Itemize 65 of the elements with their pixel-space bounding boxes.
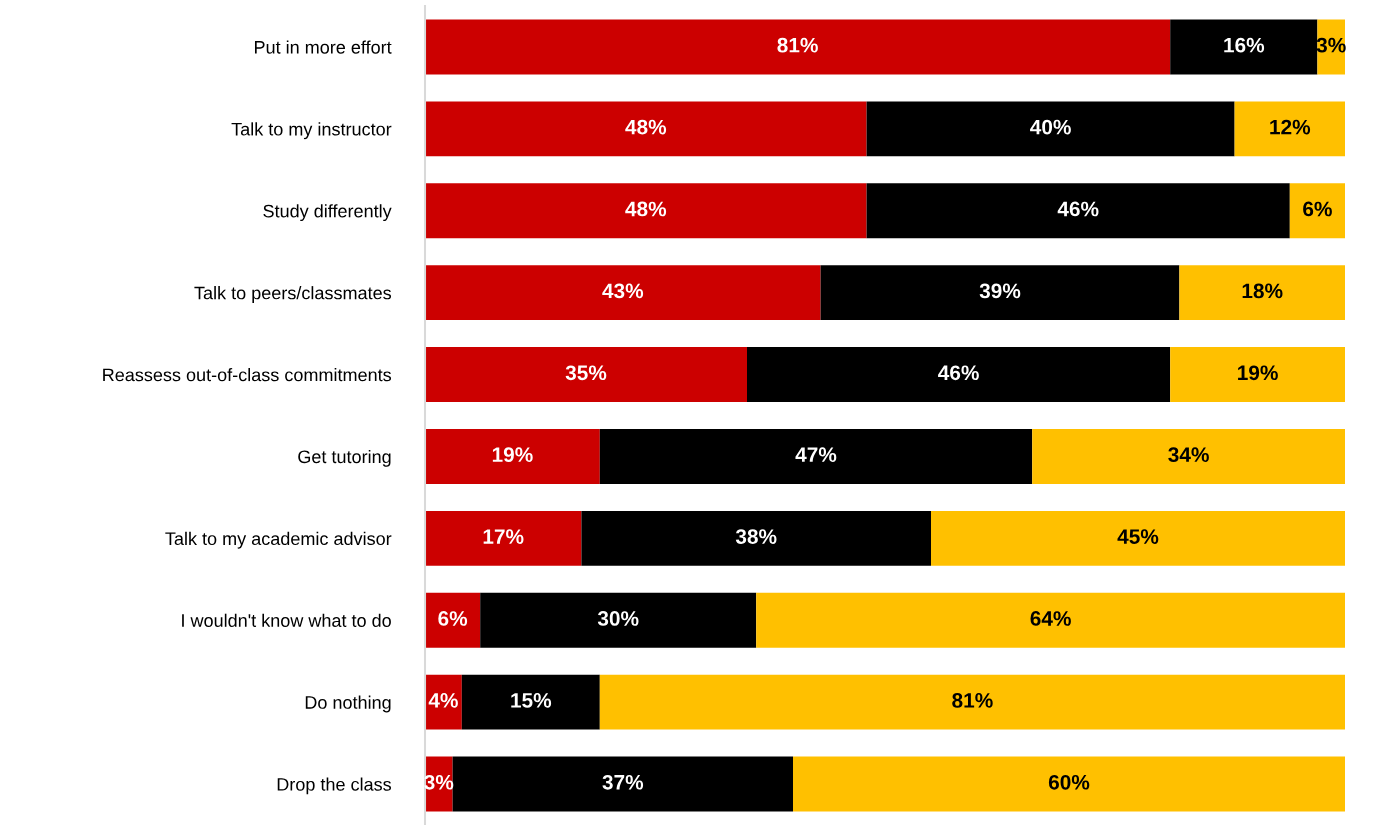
data-label: 46% [1057, 201, 1099, 217]
bar [793, 756, 1345, 812]
data-label: 30% [597, 611, 639, 626]
data-label: 34% [1168, 447, 1209, 463]
bar [452, 756, 793, 812]
data-label: 48% [625, 119, 667, 135]
bar [425, 592, 481, 648]
bar [756, 592, 1345, 648]
bar [1170, 19, 1318, 75]
y-tick-label: Reassess out-of-class commitments [103, 368, 392, 382]
bar [866, 101, 1235, 157]
data-label: 43% [602, 283, 644, 299]
bar [425, 347, 747, 402]
data-label: 45% [1117, 529, 1159, 544]
data-label: 15% [511, 693, 552, 708]
bar [1289, 183, 1345, 239]
data-label: 81% [777, 37, 818, 53]
bar [1170, 347, 1345, 402]
data-label: 6% [1303, 201, 1332, 217]
bar [425, 183, 867, 239]
bar [931, 510, 1345, 566]
y-tick-label: Study differently [263, 204, 392, 222]
bar [747, 347, 1171, 402]
bar [820, 265, 1180, 321]
bar [480, 592, 757, 648]
data-label: 17% [483, 529, 524, 544]
y-tick-label: Talk to my academic advisor [165, 531, 392, 549]
bar [425, 265, 821, 321]
bar [866, 183, 1290, 239]
data-label: 40% [1030, 119, 1071, 135]
data-label: 16% [1224, 37, 1265, 53]
bar [425, 101, 867, 157]
bar [425, 510, 582, 566]
bar [1179, 265, 1345, 321]
bar [599, 429, 1033, 484]
data-label: 60% [1048, 774, 1090, 790]
data-label: 64% [1030, 611, 1071, 626]
data-label: 48% [625, 201, 667, 217]
bar [425, 429, 600, 484]
data-label: 39% [979, 283, 1021, 299]
y-tick-label: I wouldn't know what to do [182, 613, 391, 627]
data-label: 6% [438, 611, 468, 626]
bar [425, 19, 1171, 75]
bar [581, 510, 931, 566]
data-label: 81% [952, 692, 993, 708]
data-label: 38% [735, 529, 777, 544]
y-tick-label: Do nothing [305, 695, 391, 713]
bar [1234, 101, 1345, 157]
data-label: 18% [1242, 283, 1283, 299]
data-label: 46% [938, 365, 979, 381]
data-label: 35% [565, 365, 607, 381]
data-label: 19% [492, 447, 533, 463]
data-label: 12% [1270, 119, 1311, 135]
bar [461, 674, 600, 730]
y-tick-label: Get tutoring [298, 449, 391, 467]
bar [599, 674, 1345, 730]
y-tick-label: Talk to peers/classmates [194, 286, 392, 303]
y-tick-label: Put in more effort [254, 40, 392, 54]
y-tick-label: Talk to my instructor [231, 122, 392, 140]
data-label: 47% [795, 447, 837, 462]
data-label: 37% [602, 774, 644, 790]
data-label: 19% [1238, 365, 1278, 381]
bar [1032, 429, 1345, 484]
data-label: 4% [428, 693, 458, 708]
y-tick-label: Drop the class [277, 777, 392, 795]
